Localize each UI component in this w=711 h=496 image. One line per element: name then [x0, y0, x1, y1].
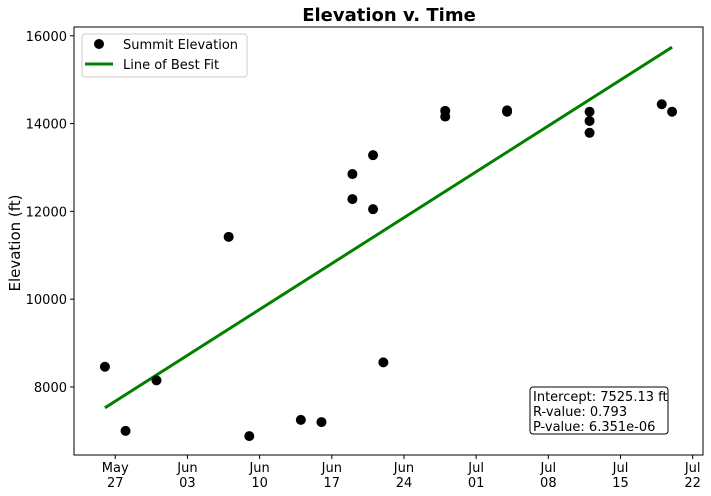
data-point-13 [440, 111, 451, 122]
data-point-4 [244, 431, 255, 442]
x-tick-day-2: 10 [251, 476, 268, 491]
data-point-16 [584, 106, 595, 117]
x-tick-month-4: Jun [393, 461, 414, 476]
legend-label-1: Line of Best Fit [123, 58, 219, 73]
stats-box: Intercept: 7525.13 ftR-value: 0.793P-val… [529, 386, 669, 435]
plot-area [99, 45, 678, 442]
x-tick-day-5: 01 [468, 476, 485, 491]
x-tick-day-8: 22 [684, 476, 701, 491]
x-tick-month-8: Jul [684, 461, 701, 476]
chart-title: Elevation v. Time [302, 5, 476, 26]
y-tick-label-2: 12000 [26, 205, 67, 220]
best-fit-line [104, 45, 673, 410]
data-point-17 [584, 115, 595, 126]
x-tick-month-1: Jun [176, 461, 197, 476]
data-point-7 [347, 169, 358, 180]
stats-line-2: P-value: 6.351e-06 [533, 420, 655, 435]
x-tick-month-7: Jul [612, 461, 629, 476]
data-point-9 [368, 150, 379, 161]
x-tick-month-0: May [102, 461, 129, 476]
data-point-6 [316, 417, 327, 428]
x-tick-day-7: 15 [612, 476, 629, 491]
x-tick-month-2: Jun [248, 461, 269, 476]
stats-line-1: R-value: 0.793 [533, 405, 627, 420]
x-tick-month-3: Jun [321, 461, 342, 476]
legend-box [81, 33, 248, 78]
data-point-18 [584, 127, 595, 138]
y-tick-label-1: 10000 [26, 293, 67, 308]
x-tick-month-6: Jul [539, 461, 556, 476]
data-point-19 [656, 99, 667, 110]
data-point-8 [347, 194, 358, 205]
stats-box-frame [529, 386, 669, 435]
data-point-20 [667, 106, 678, 117]
data-point-10 [368, 204, 379, 215]
x-tick-day-6: 08 [540, 476, 557, 491]
x-tick-month-5: Jul [467, 461, 484, 476]
y-tick-label-0: 8000 [34, 381, 67, 396]
y-tick-label-3: 14000 [26, 118, 67, 133]
data-point-11 [378, 357, 389, 368]
data-point-5 [295, 414, 306, 425]
stats-line-0: Intercept: 7525.13 ft [533, 390, 668, 405]
x-tick-day-4: 24 [396, 476, 413, 491]
data-point-15 [502, 106, 513, 117]
legend-marker-0 [94, 39, 104, 49]
data-point-1 [120, 425, 131, 436]
y-axis-label: Elevation (ft) [6, 194, 24, 291]
y-tick-label-4: 16000 [26, 30, 67, 45]
legend: Summit Elevation Line of Best Fit [81, 33, 248, 78]
x-tick-day-1: 03 [179, 476, 196, 491]
plot-frame [73, 26, 704, 456]
data-point-3 [223, 231, 234, 242]
data-point-0 [99, 361, 110, 372]
legend-label-0: Summit Elevation [123, 38, 238, 53]
data-point-2 [151, 375, 162, 386]
axes: 800010000120001400016000May27Jun03Jun10J… [26, 26, 704, 491]
x-tick-day-3: 17 [324, 476, 341, 491]
x-tick-day-0: 27 [107, 476, 124, 491]
